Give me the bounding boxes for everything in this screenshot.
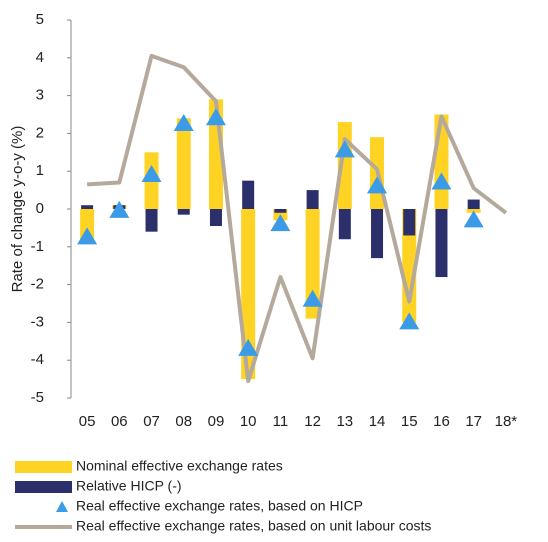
marker [367,176,388,194]
y-tick-label: 5 [36,11,44,28]
bar [371,209,384,259]
y-axis-title: Rate of change y-o-y (%) [9,126,26,293]
legend-label: Nominal effective exchange rates [76,458,283,474]
bar [177,209,190,215]
x-tick-label: 14 [369,413,386,430]
bar [81,205,94,209]
y-tick-label: -2 [31,276,44,293]
y-tick-label: -4 [31,351,44,368]
legend-label: Relative HICP (-) [76,478,182,494]
legend: Nominal effective exchange rates Relative… [15,458,431,534]
marker [77,227,98,245]
x-tick-label: 15 [401,413,418,430]
legend-swatch [15,481,72,493]
marker [238,338,259,356]
y-tick-label: 3 [36,87,44,104]
x-tick-label: 18* [495,413,518,430]
bar [80,209,95,240]
legend-swatch [15,461,72,473]
bar [145,209,158,232]
bar [274,209,287,213]
x-tick-label: 05 [79,413,96,430]
marker [270,214,291,232]
bar [435,209,448,278]
marker [399,312,420,330]
marker [205,108,226,126]
marker [109,200,130,218]
x-tick-label: 16 [433,413,450,430]
x-tick-label: 06 [111,413,128,430]
legend-label: Real effective exchange rates, based on … [76,518,431,534]
y-tick-label: 1 [36,162,44,179]
x-tick-label: 12 [304,413,321,430]
y-tick-label: -3 [31,313,44,330]
y-tick-label: 4 [36,49,44,66]
x-tick-label: 07 [143,413,160,430]
x-tick-label: 13 [336,413,353,430]
marker [334,140,355,158]
bar [176,118,191,209]
bar [338,209,351,240]
y-tick-label: -5 [31,389,44,406]
bar [467,199,480,209]
bar [403,209,416,236]
x-tick-label: 10 [240,413,257,430]
y-tick-label: -1 [31,238,44,255]
line [86,53,508,383]
bar [306,190,319,209]
legend-swatch [56,501,68,512]
x-tick-label: 11 [273,413,289,430]
y-tick-label: 2 [36,124,44,141]
bar [305,209,320,319]
marker [302,289,323,307]
bar [209,209,222,227]
marker [173,113,194,131]
marker [141,164,162,182]
marker [463,210,484,228]
x-tick-label: 08 [175,413,192,430]
x-tick-label: 17 [465,413,482,430]
legend-label: Real effective exchange rates, based on … [76,498,363,514]
x-tick-label: 09 [208,413,225,430]
marker [431,172,452,190]
bar [242,180,255,209]
y-tick-label: 0 [36,200,44,217]
